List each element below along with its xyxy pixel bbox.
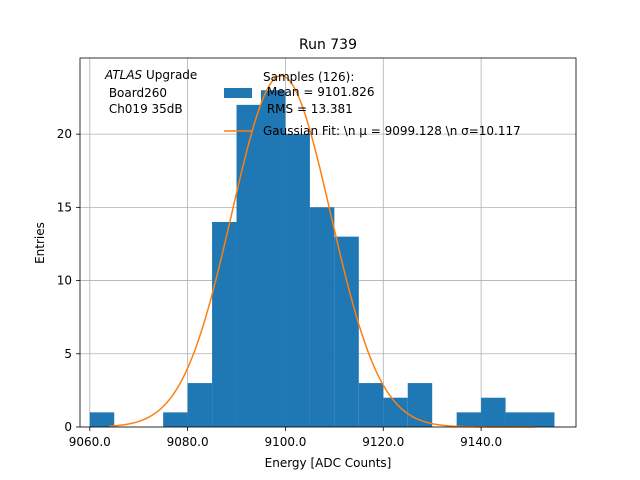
- legend: Samples (126): Mean = 9101.826 RMS = 13.…: [224, 70, 521, 138]
- histogram-bar: [236, 104, 261, 427]
- legend-samples-line2: Mean = 9101.826: [263, 85, 374, 99]
- y-tick-label: 10: [57, 274, 72, 288]
- svg-text:ATLAS Upgrade: ATLAS Upgrade: [104, 68, 197, 82]
- histogram-bar: [212, 222, 237, 427]
- histogram-bar: [334, 236, 359, 427]
- histogram-bar: [309, 207, 335, 427]
- y-tick-label: 15: [57, 200, 72, 214]
- x-tick-label: 9060.0: [69, 435, 111, 449]
- histogram-bar: [505, 412, 531, 427]
- histogram-bar: [285, 134, 310, 427]
- atlas-annotation: ATLAS Upgrade Board260 Ch019 35dB: [104, 68, 197, 116]
- y-axis-ticks: 0 5 10 15 20: [57, 127, 80, 434]
- histogram-bar: [530, 412, 555, 427]
- y-tick-label: 5: [64, 347, 72, 361]
- x-tick-label: 9080.0: [167, 435, 209, 449]
- plot-frame: [79, 57, 577, 428]
- upgrade-label: Upgrade: [142, 68, 197, 82]
- legend-samples-line1: Samples (126):: [263, 70, 354, 84]
- x-axis-ticks: 9060.0 9080.0 9100.0 9120.0 9140.0: [69, 427, 502, 449]
- x-tick-label: 9120.0: [362, 435, 404, 449]
- x-tick-label: 9100.0: [264, 435, 306, 449]
- histogram-bars: [89, 90, 555, 427]
- y-tick-label: 0: [64, 420, 72, 434]
- channel-label: Ch019 35dB: [105, 102, 183, 116]
- atlas-label: ATLAS: [104, 68, 143, 82]
- histogram-bar: [89, 412, 115, 427]
- legend-histogram-swatch: [224, 88, 252, 98]
- x-tick-label: 9140.0: [460, 435, 502, 449]
- histogram-bar: [456, 412, 482, 427]
- y-tick-label: 20: [57, 127, 72, 141]
- legend-samples-line3: RMS = 13.381: [263, 102, 353, 116]
- legend-fit-label: Gaussian Fit: \n μ = 9099.128 \n σ=10.11…: [263, 124, 521, 138]
- histogram-bar: [187, 383, 213, 427]
- x-axis-label: Energy [ADC Counts]: [265, 456, 392, 470]
- board-label: Board260: [105, 86, 167, 100]
- histogram-bar: [358, 383, 384, 427]
- histogram-bar: [481, 397, 506, 427]
- y-axis-label: Entries: [33, 222, 47, 264]
- chart-title: Run 739: [299, 37, 357, 53]
- histogram-bar: [163, 412, 188, 427]
- histogram-bar: [260, 90, 286, 427]
